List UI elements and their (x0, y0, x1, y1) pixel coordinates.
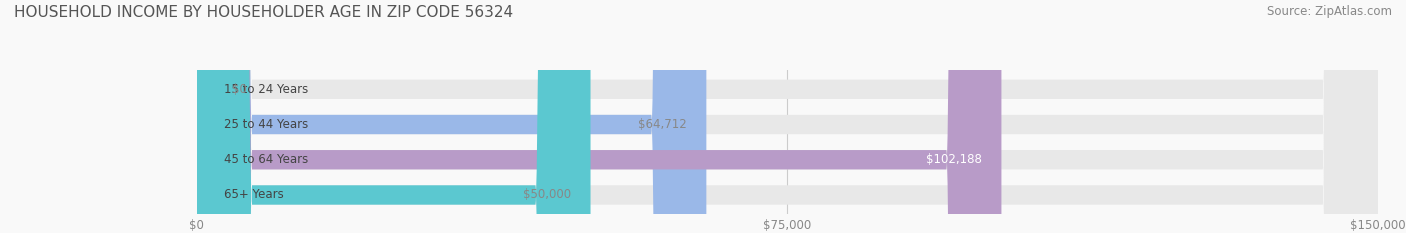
Text: HOUSEHOLD INCOME BY HOUSEHOLDER AGE IN ZIP CODE 56324: HOUSEHOLD INCOME BY HOUSEHOLDER AGE IN Z… (14, 5, 513, 20)
FancyBboxPatch shape (197, 0, 1001, 233)
FancyBboxPatch shape (197, 0, 706, 233)
Text: 25 to 44 Years: 25 to 44 Years (225, 118, 309, 131)
FancyBboxPatch shape (197, 0, 208, 233)
Text: $102,188: $102,188 (927, 153, 981, 166)
FancyBboxPatch shape (197, 0, 1378, 233)
Text: $64,712: $64,712 (638, 118, 686, 131)
FancyBboxPatch shape (197, 0, 591, 233)
FancyBboxPatch shape (197, 0, 1378, 233)
Text: 15 to 24 Years: 15 to 24 Years (225, 83, 309, 96)
FancyBboxPatch shape (197, 0, 1378, 233)
Text: $0: $0 (232, 83, 247, 96)
Text: 65+ Years: 65+ Years (225, 188, 284, 202)
Text: Source: ZipAtlas.com: Source: ZipAtlas.com (1267, 5, 1392, 18)
Text: $50,000: $50,000 (523, 188, 571, 202)
Text: 45 to 64 Years: 45 to 64 Years (225, 153, 309, 166)
FancyBboxPatch shape (197, 0, 1378, 233)
